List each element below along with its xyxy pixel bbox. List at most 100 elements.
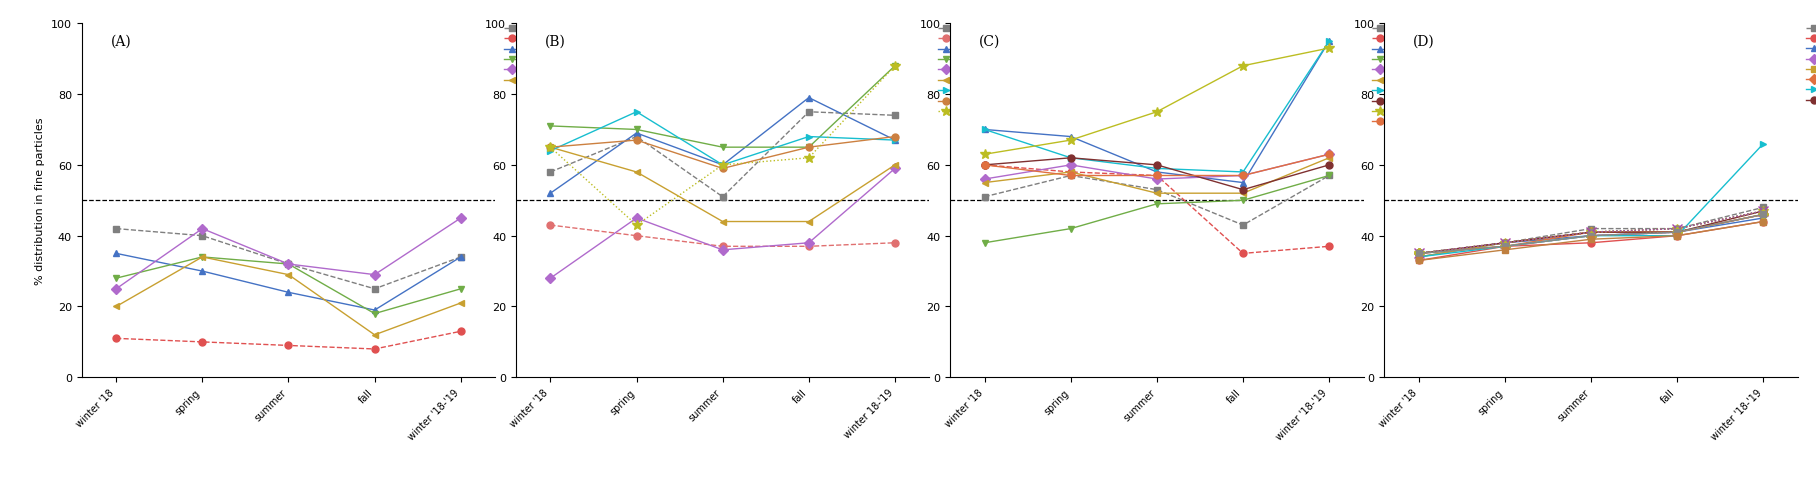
Ni — [627, 170, 648, 176]
Nd — [1752, 212, 1774, 218]
Ce — [1495, 241, 1516, 246]
Sr — [363, 332, 385, 338]
Be — [797, 110, 819, 116]
Co — [884, 166, 906, 172]
Tb — [1407, 251, 1429, 257]
Lu — [1407, 251, 1429, 257]
Ce — [1667, 230, 1689, 236]
Fe — [712, 145, 734, 151]
Ca — [363, 311, 385, 317]
Y — [1667, 226, 1689, 232]
Sm — [1752, 212, 1774, 218]
Eu — [1580, 233, 1602, 239]
Line: Ni: Ni — [547, 144, 899, 226]
Line: Ba: Ba — [981, 155, 1333, 197]
Ni — [884, 163, 906, 168]
Tm — [1580, 230, 1602, 236]
Line: Tm: Tm — [1415, 207, 1769, 259]
V — [712, 244, 734, 250]
V — [884, 241, 906, 246]
Er — [1752, 209, 1774, 214]
Line: Ga: Ga — [545, 62, 901, 230]
Cs — [1231, 173, 1253, 179]
Cr — [627, 131, 648, 136]
Pr — [1667, 230, 1689, 236]
Line: Tl: Tl — [981, 38, 1333, 176]
Th — [1407, 258, 1429, 264]
Mg — [363, 347, 385, 352]
Dy — [1407, 251, 1429, 257]
Line: U: U — [981, 151, 1333, 180]
Line: Lu: Lu — [1415, 212, 1767, 257]
Line: Eu: Eu — [1415, 141, 1767, 261]
Legend: Be, V, Cr, Fe, Co, Ni, Cu, Zn, Ga: Be, V, Cr, Fe, Co, Ni, Cu, Zn, Ga — [939, 25, 970, 117]
Y — [1495, 241, 1516, 246]
Text: (C): (C) — [979, 35, 1001, 49]
Fe — [797, 145, 819, 151]
Sr — [191, 255, 212, 260]
Rb — [973, 163, 995, 168]
Pb — [1146, 163, 1168, 168]
Be — [712, 195, 734, 200]
Zn — [797, 145, 819, 151]
Pr — [1752, 212, 1774, 218]
Line: Cu: Cu — [547, 109, 899, 169]
K — [105, 251, 127, 257]
Fe — [884, 64, 906, 70]
Ga — [712, 163, 734, 168]
Sr — [278, 272, 300, 278]
Li — [278, 261, 300, 267]
Dy — [1667, 226, 1689, 232]
Tm — [1407, 251, 1429, 257]
Bi — [1231, 64, 1253, 70]
K — [278, 290, 300, 296]
Gd — [1495, 241, 1516, 246]
Bi — [973, 152, 995, 158]
Th — [1752, 219, 1774, 225]
Ba — [1146, 191, 1168, 197]
Ce — [1580, 233, 1602, 239]
Rb — [1146, 173, 1168, 179]
Ce — [1752, 216, 1774, 222]
Eu — [1407, 255, 1429, 260]
Ag — [973, 127, 995, 133]
Tb — [1667, 226, 1689, 232]
Li — [105, 226, 127, 232]
Sm — [1407, 251, 1429, 257]
Line: Yb: Yb — [1415, 212, 1767, 257]
Legend: As, Rb, Ag, Cd, Cs, Ba, Tl, Pb, Bi, U: As, Rb, Ag, Cd, Cs, Ba, Tl, Pb, Bi, U — [1373, 25, 1404, 127]
U — [1146, 173, 1168, 179]
Dy — [1752, 209, 1774, 214]
As — [1231, 223, 1253, 228]
Cu — [797, 135, 819, 140]
Li — [363, 287, 385, 292]
Li — [450, 255, 472, 260]
Ba — [1061, 170, 1082, 176]
Line: Bi: Bi — [979, 44, 1335, 160]
Line: Pb: Pb — [981, 155, 1333, 194]
Cu — [712, 163, 734, 168]
La — [1580, 241, 1602, 246]
Co — [712, 247, 734, 253]
U — [1231, 173, 1253, 179]
Cs — [1318, 152, 1340, 158]
Ca — [278, 261, 300, 267]
Gd — [1580, 230, 1602, 236]
Yb — [1667, 230, 1689, 236]
Pb — [1318, 163, 1340, 168]
La — [1752, 219, 1774, 225]
Mn — [278, 261, 300, 267]
Line: K: K — [113, 250, 465, 314]
Th — [1667, 233, 1689, 239]
Mg — [191, 339, 212, 345]
Ho — [1580, 230, 1602, 236]
La — [1407, 258, 1429, 264]
Line: Cs: Cs — [981, 151, 1333, 183]
U — [1318, 152, 1340, 158]
Line: Er: Er — [1415, 208, 1767, 257]
Ag — [1146, 170, 1168, 176]
Bi — [1318, 46, 1340, 52]
Mn — [191, 226, 212, 232]
Mg — [105, 336, 127, 342]
Ho — [1667, 226, 1689, 232]
